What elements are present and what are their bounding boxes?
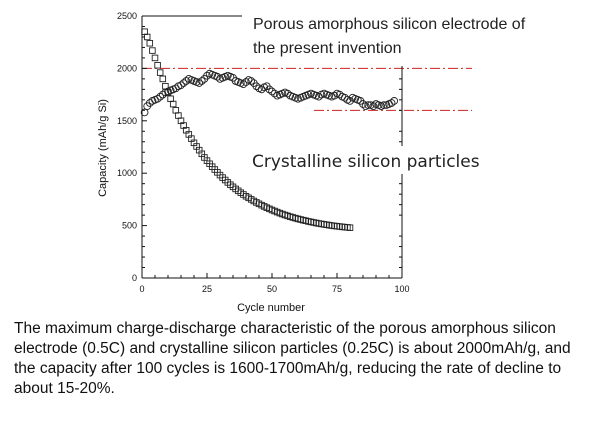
data-point-crystalline — [156, 69, 164, 76]
annotation-mask-2 — [246, 146, 502, 174]
x-tick-label: 25 — [202, 284, 212, 294]
data-point-porous — [364, 101, 373, 109]
data-point-crystalline — [149, 47, 156, 54]
y-tick-label: 1500 — [117, 116, 137, 126]
tick-labels: 0 500 1000 1500 2000 2500 0 25 50 75 100 — [117, 11, 410, 294]
data-point-crystalline — [143, 33, 151, 41]
data-point-porous — [359, 100, 367, 108]
data-point-crystalline — [175, 112, 182, 119]
annotation-porous-line2: the present invention — [253, 40, 402, 57]
reference-lines — [142, 67, 472, 111]
data-point-porous — [387, 99, 396, 107]
data-point-crystalline — [346, 224, 354, 231]
x-tick-label: 50 — [267, 284, 277, 294]
capacity-chart: 0 500 1000 1500 2000 2500 0 25 50 75 100 Cycle num… — [97, 10, 582, 314]
x-axis-label: Cycle number — [237, 302, 305, 314]
data-point-porous — [330, 91, 339, 100]
data-point-porous — [265, 85, 274, 94]
data-point-porous — [153, 94, 162, 103]
data-point-crystalline — [162, 82, 169, 90]
data-point-porous — [369, 102, 378, 110]
y-tick-label: 2500 — [117, 11, 137, 21]
data-point-crystalline — [159, 75, 167, 83]
y-tick-label: 500 — [122, 221, 137, 231]
data-point-porous — [379, 101, 388, 109]
figure-caption: The maximum charge-discharge characteris… — [14, 320, 571, 397]
data-point-crystalline — [169, 100, 177, 108]
data-point-crystalline — [172, 107, 180, 114]
data-point-porous — [213, 72, 222, 81]
data-point-porous — [242, 78, 250, 86]
data-point-porous — [247, 77, 256, 85]
axes — [141, 15, 403, 279]
data-point-crystalline — [146, 39, 154, 47]
annotation-crystalline: Crystalline silicon particles — [252, 152, 480, 172]
data-point-crystalline — [151, 54, 159, 62]
y-tick-label: 1000 — [117, 168, 137, 178]
data-point-porous — [197, 77, 206, 85]
data-point-porous — [156, 92, 165, 101]
data-point-porous — [268, 87, 276, 96]
annotation-mask — [244, 10, 582, 60]
annotation-porous-line1: Porous amorphous silicon electrode of — [253, 16, 526, 33]
data-point-porous — [182, 77, 191, 85]
data-point-porous — [140, 108, 149, 117]
data-point-crystalline — [154, 62, 161, 69]
data-point-porous — [177, 81, 185, 90]
data-series — [140, 28, 399, 231]
data-point-crystalline — [141, 28, 148, 35]
data-point-porous — [195, 79, 204, 87]
data-point-porous — [390, 97, 399, 105]
y-tick-label: 2000 — [117, 63, 137, 73]
data-point-crystalline — [164, 89, 172, 96]
x-tick-label: 0 — [139, 284, 144, 294]
data-point-porous — [179, 79, 188, 87]
x-tick-label: 100 — [394, 284, 409, 294]
data-point-crystalline — [167, 95, 174, 103]
data-point-porous — [203, 71, 211, 80]
data-point-porous — [270, 89, 279, 98]
y-tick-label: 0 — [132, 273, 137, 283]
data-point-porous — [239, 80, 248, 88]
y-axis-label: Capacity (mAh/g Si) — [97, 99, 109, 197]
x-tick-label: 75 — [332, 284, 342, 294]
